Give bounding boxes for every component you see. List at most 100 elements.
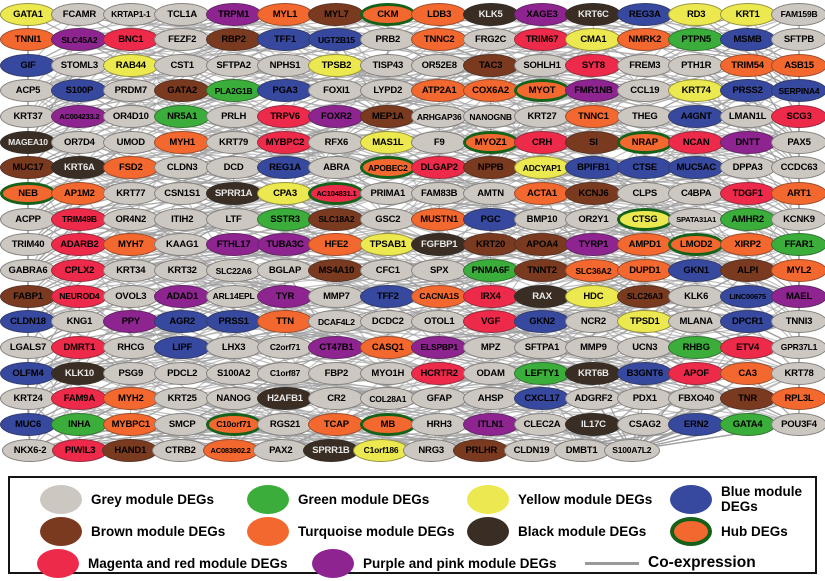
gene-node-IRX4: IRX4 [462,284,519,308]
gene-node-NRAP: NRAP [616,130,673,154]
legend-item-green-module: Green module DEGs [247,484,429,514]
gene-node-KCNJ6: KCNJ6 [565,182,622,206]
gene-node-AC104831.1: AC104831.1 [308,182,365,206]
gene-node-TFF2: TFF2 [359,284,416,308]
gene-node-INHA: INHA [51,412,108,436]
gene-node-GIF: GIF [0,53,56,77]
gene-node-GATA4: GATA4 [719,412,776,436]
gene-node-SYT8: SYT8 [565,53,622,77]
gene-node-GSC2: GSC2 [359,207,416,231]
gene-node-PRLHR: PRLHR [453,438,510,462]
gene-node-RAB44: RAB44 [102,53,159,77]
gene-node-TRPM1: TRPM1 [205,2,262,26]
gene-node-LTF: LTF [205,207,262,231]
gene-node-S100A7L2: S100A7L2 [603,438,660,462]
gene-node-MYOZ1: MYOZ1 [462,130,519,154]
legend-swatch-grey [40,484,82,514]
gene-node-TYR: TYR [257,284,313,308]
gene-node-TNR: TNR [719,387,776,411]
gene-node-ARL14EPL: ARL14EPL [205,284,262,308]
gene-node-PRB2: PRB2 [359,28,416,52]
coexpression-line-icon [585,561,639,565]
gene-node-KLK6: KLK6 [668,284,725,308]
gene-node-CTSG: CTSG [616,207,673,231]
gene-node-KRT37: KRT37 [0,105,56,129]
gene-node-TNNI3: TNNI3 [771,310,825,334]
gene-node-THEG: THEG [616,105,673,129]
gene-node-FOXR2: FOXR2 [308,105,365,129]
gene-node-IL17C: IL17C [565,412,622,436]
gene-node-OR4D10: OR4D10 [102,105,159,129]
legend-swatch-black [467,516,509,546]
legend-swatch-yellow [467,484,509,514]
gene-node-BMP10: BMP10 [514,207,570,231]
gene-node-COX6A2: COX6A2 [462,79,519,103]
gene-node-F9: F9 [411,130,468,154]
gene-node-CLDN19: CLDN19 [503,438,560,462]
legend-label-green: Green module DEGs [298,491,430,507]
gene-node-KRT27: KRT27 [514,105,570,129]
gene-node-HCRTR2: HCRTR2 [411,361,468,385]
gene-node-REG1A: REG1A [257,156,313,180]
legend-label-blue: Blue module DEGs [721,484,803,514]
gene-node-KNG1: KNG1 [51,310,108,334]
gene-node-LMAN1L: LMAN1L [719,105,776,129]
gene-node-MMP9: MMP9 [565,335,622,359]
gene-node-KCNK9: KCNK9 [771,207,825,231]
gene-node-PSG9: PSG9 [102,361,159,385]
gene-node-RHBG: RHBG [668,335,725,359]
gene-node-SCG3: SCG3 [771,105,825,129]
gene-node-RPL3L: RPL3L [771,387,825,411]
gene-node-PDCL2: PDCL2 [154,361,211,385]
gene-node-TCL1A: TCL1A [154,2,211,26]
gene-node-PAX2: PAX2 [252,438,309,462]
gene-node-C4BPA: C4BPA [668,182,725,206]
gene-node-SLC36A2: SLC36A2 [565,259,622,282]
gene-node-PRIMA1: PRIMA1 [359,182,416,206]
gene-node-LINC00675: LINC00675 [719,284,776,308]
gene-node-CLPS: CLPS [616,182,673,206]
gene-node-PIWIL3: PIWIL3 [52,438,109,462]
gene-node-SMCP: SMCP [154,412,211,436]
gene-node-MYL7: MYL7 [308,2,365,26]
gene-node-CLEC2A: CLEC2A [514,412,570,436]
gene-node-SPRR1A: SPRR1A [205,182,262,206]
gene-node-DMBT1: DMBT1 [553,438,610,462]
gene-node-RGS21: RGS21 [257,412,313,436]
gene-node-FREM3: FREM3 [616,53,673,77]
gene-node-TNNC1: TNNC1 [565,105,622,129]
gene-node-APOA4: APOA4 [514,233,570,257]
legend-label-grey: Grey module DEGs [91,491,215,507]
gene-node-NR5A1: NR5A1 [154,105,211,129]
gene-node-AHSP: AHSP [462,387,519,411]
gene-node-FBP2: FBP2 [308,361,365,385]
gene-node-CXCL17: CXCL17 [514,387,570,411]
gene-node-MYL2: MYL2 [771,259,825,282]
gene-node-OLFM4: OLFM4 [0,361,56,385]
legend-label-turquoise: Turquoise module DEGs [298,523,455,539]
gene-node-MPZ: MPZ [462,335,519,359]
gene-node-KLK5: KLK5 [462,2,519,26]
gene-node-DUPD1: DUPD1 [616,259,673,282]
legend-swatch-brown [40,516,82,546]
gene-node-CLDN3: CLDN3 [154,156,211,180]
gene-node-KRT77: KRT77 [102,182,159,206]
gene-node-PAX5: PAX5 [771,130,825,154]
gene-node-NANOG: NANOG [205,387,262,411]
gene-node-CACNA1S: CACNA1S [411,284,468,308]
legend-item-yellow-module: Yellow module DEGs [467,484,652,514]
legend-item-grey-module: Grey module DEGs [40,484,214,514]
gene-node-TCAP: TCAP [308,412,365,436]
gene-node-SI: SI [565,130,622,154]
legend-item-black-module: Black module DEGs [467,516,646,546]
gene-node-XAGE3: XAGE3 [514,2,570,26]
legend-label-coexpression: Co-expression [648,554,756,571]
gene-node-TISP43: TISP43 [359,53,416,77]
gene-node-TDGF1: TDGF1 [719,182,776,206]
gene-node-TFF1: TFF1 [257,28,313,52]
legend-swatch-green [247,484,289,514]
gene-node-FCAMR: FCAMR [51,2,108,26]
gene-node-KRT6B: KRT6B [565,361,622,385]
gene-node-HAND1: HAND1 [102,438,159,462]
gene-node-OR7D4: OR7D4 [51,130,108,154]
